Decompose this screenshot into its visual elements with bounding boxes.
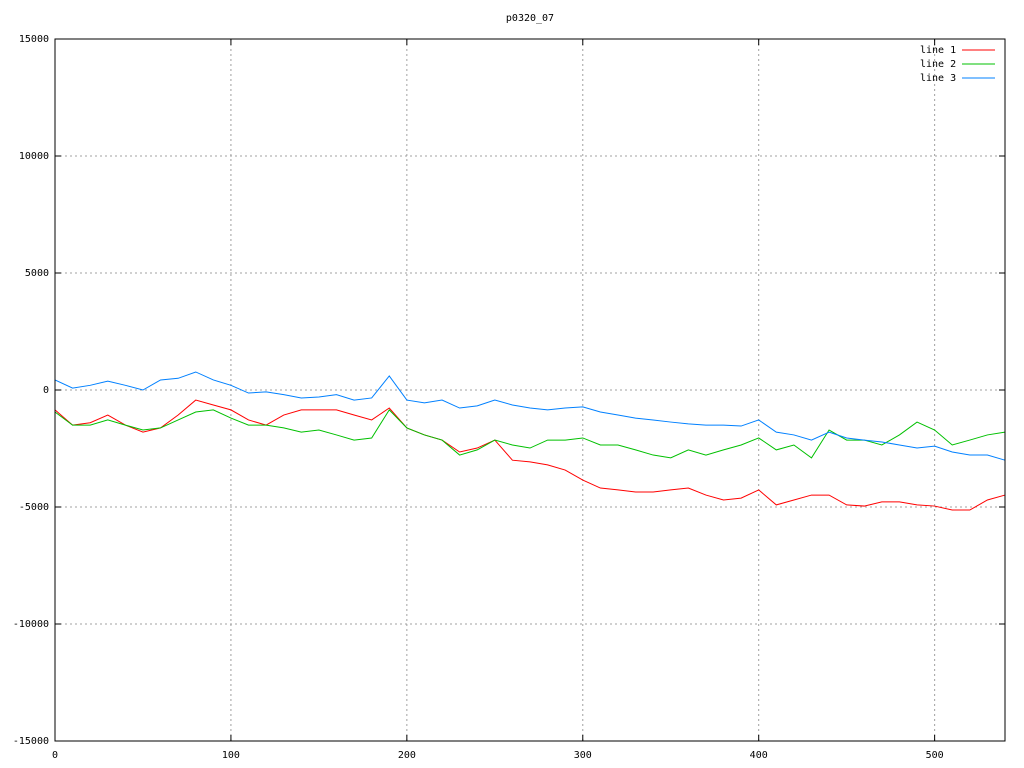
legend-label: line 3 <box>920 73 956 84</box>
x-tick-label: 400 <box>750 750 768 761</box>
x-tick-label: 500 <box>926 750 944 761</box>
y-tick-label: -10000 <box>13 619 49 630</box>
y-tick-label: -15000 <box>13 736 49 747</box>
plot-area <box>54 371 1006 511</box>
x-tick-label: 200 <box>398 750 416 761</box>
legend-label: line 1 <box>920 45 956 56</box>
plot-border <box>54 38 1006 742</box>
y-tick-label: 5000 <box>25 268 49 279</box>
series-line <box>54 399 1006 511</box>
y-tick-label: 0 <box>43 385 49 396</box>
legend-label: line 2 <box>920 59 956 70</box>
legend: line 1 line 2 line 3 <box>920 45 995 84</box>
x-tick-label: 0 <box>52 750 58 761</box>
series-line <box>54 371 1006 461</box>
series-line <box>54 409 1006 459</box>
x-tick-label: 100 <box>222 750 240 761</box>
y-tick-label: 10000 <box>19 151 49 162</box>
y-tick-label: 15000 <box>19 34 49 45</box>
x-tick-label: 300 <box>574 750 592 761</box>
grid <box>54 38 1005 742</box>
chart-title: p0320_07 <box>506 13 554 24</box>
y-tick-label: -5000 <box>19 502 49 513</box>
